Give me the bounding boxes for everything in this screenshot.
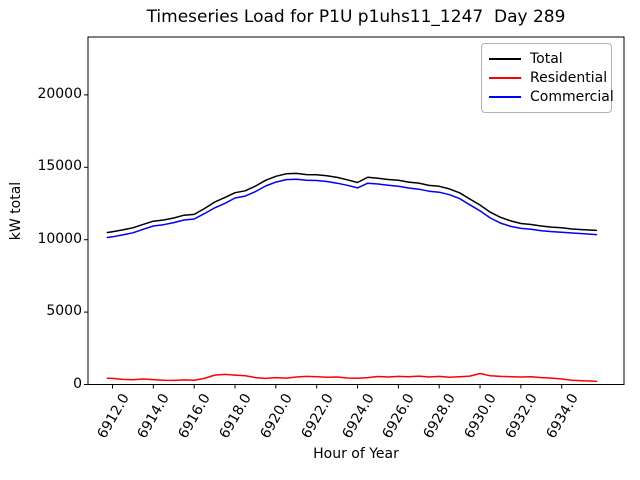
legend-item-residential: Residential — [489, 69, 608, 86]
y-tick-label: 20000 — [37, 85, 82, 102]
series-line-residential — [106, 372, 598, 382]
legend-item-total: Total — [489, 51, 604, 67]
y-tick-label: 15000 — [37, 158, 82, 175]
chart-title: Timeseries Load for P1U p1uhs11_1247 Day… — [146, 7, 566, 27]
legend-line-swatch-commercial — [489, 96, 521, 99]
y-axis-title: kW total — [8, 181, 24, 241]
legend-label: Residential — [530, 69, 608, 86]
x-axis-title: Hour of Year — [313, 446, 399, 462]
legend-item-commercial: Commercial — [489, 89, 614, 105]
axes-frame — [87, 36, 625, 385]
legend: Total Residential Commercial — [481, 43, 614, 113]
legend-label: Commercial — [530, 89, 614, 106]
legend-label: Total — [530, 50, 563, 67]
legend-line-swatch-total — [489, 57, 521, 60]
y-tick-label: 0 — [73, 375, 82, 392]
y-tick-label: 5000 — [46, 303, 82, 320]
series-line-commercial — [106, 178, 598, 239]
legend-line-swatch-residential — [489, 76, 521, 79]
y-tick-label: 10000 — [37, 230, 82, 247]
series-line-total — [106, 172, 598, 234]
